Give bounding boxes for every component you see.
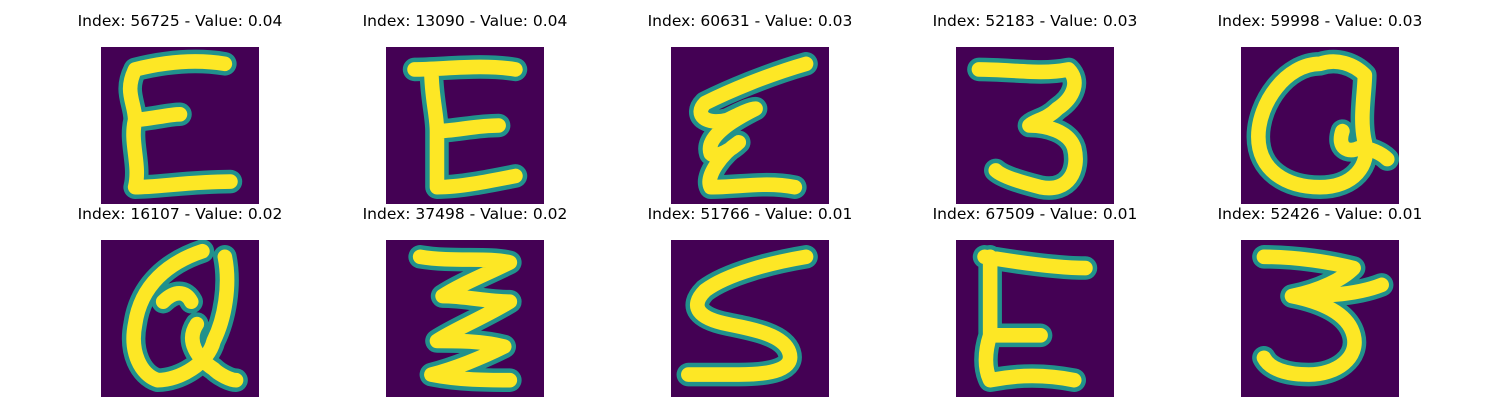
glyph-s-image bbox=[671, 240, 829, 397]
panel-title: Index: 51766 - Value: 0.01 bbox=[640, 205, 860, 223]
glyph-stroke-core bbox=[701, 64, 806, 187]
glyph-q-image bbox=[101, 240, 259, 397]
glyph-e-image bbox=[101, 47, 259, 204]
panel-title: Index: 59998 - Value: 0.03 bbox=[1210, 12, 1430, 30]
glyph-image bbox=[101, 47, 259, 204]
panel-title: Index: 37498 - Value: 0.02 bbox=[355, 205, 575, 223]
glyph-stroke-core bbox=[688, 257, 806, 375]
panel-title: Index: 60631 - Value: 0.03 bbox=[640, 12, 860, 30]
glyph-stroke-core bbox=[1258, 62, 1387, 188]
glyph-q-image bbox=[1241, 47, 1399, 204]
glyph-3-image bbox=[1241, 240, 1399, 397]
glyph-z-image bbox=[386, 240, 544, 397]
glyph-3-image bbox=[956, 47, 1114, 204]
glyph-image bbox=[386, 47, 544, 204]
glyph-image bbox=[671, 47, 829, 204]
panel-title: Index: 56725 - Value: 0.04 bbox=[70, 12, 290, 30]
panel-title: Index: 52426 - Value: 0.01 bbox=[1210, 205, 1430, 223]
glyph-image bbox=[956, 240, 1114, 397]
glyph-image bbox=[956, 47, 1114, 204]
glyph-e-image bbox=[671, 47, 829, 204]
glyph-image bbox=[386, 240, 544, 397]
panel-title: Index: 13090 - Value: 0.04 bbox=[355, 12, 575, 30]
glyph-image bbox=[671, 240, 829, 397]
glyph-stroke-edge bbox=[1264, 257, 1382, 375]
glyph-e-image bbox=[956, 240, 1114, 397]
glyph-image bbox=[1241, 240, 1399, 397]
glyph-stroke-edge bbox=[985, 257, 1086, 380]
glyph-e-image bbox=[386, 47, 544, 204]
panel-title: Index: 16107 - Value: 0.02 bbox=[70, 205, 290, 223]
glyph-image bbox=[101, 240, 259, 397]
glyph-image bbox=[1241, 47, 1399, 204]
panel-title: Index: 52183 - Value: 0.03 bbox=[925, 12, 1145, 30]
panel-title: Index: 67509 - Value: 0.01 bbox=[925, 205, 1145, 223]
